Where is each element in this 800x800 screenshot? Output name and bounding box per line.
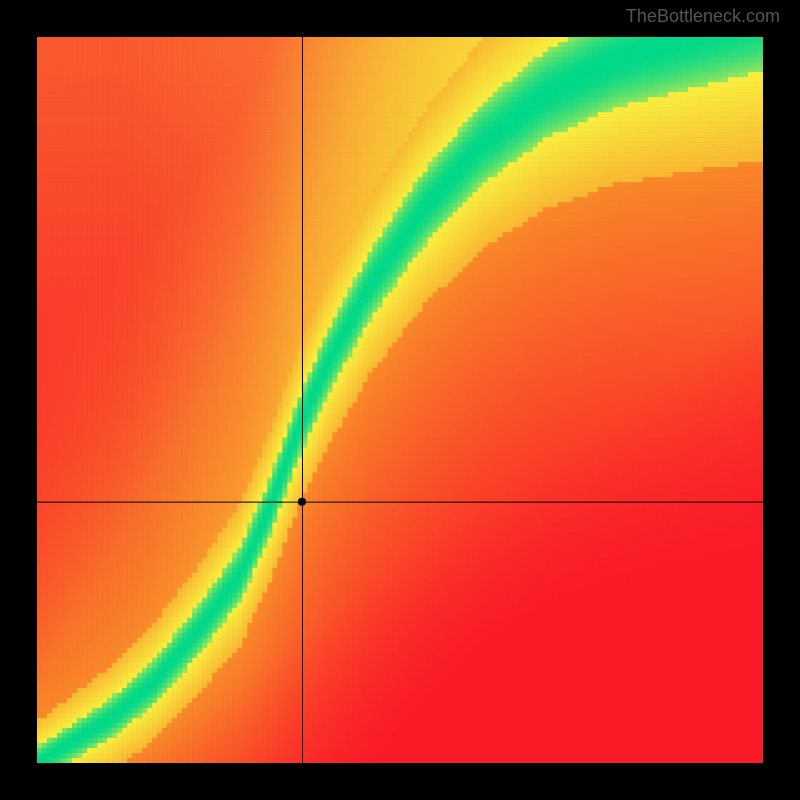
chart-container: TheBottleneck.com <box>0 0 800 800</box>
heatmap-canvas <box>37 37 763 763</box>
watermark-text: TheBottleneck.com <box>626 6 780 27</box>
heatmap-plot <box>37 37 763 763</box>
